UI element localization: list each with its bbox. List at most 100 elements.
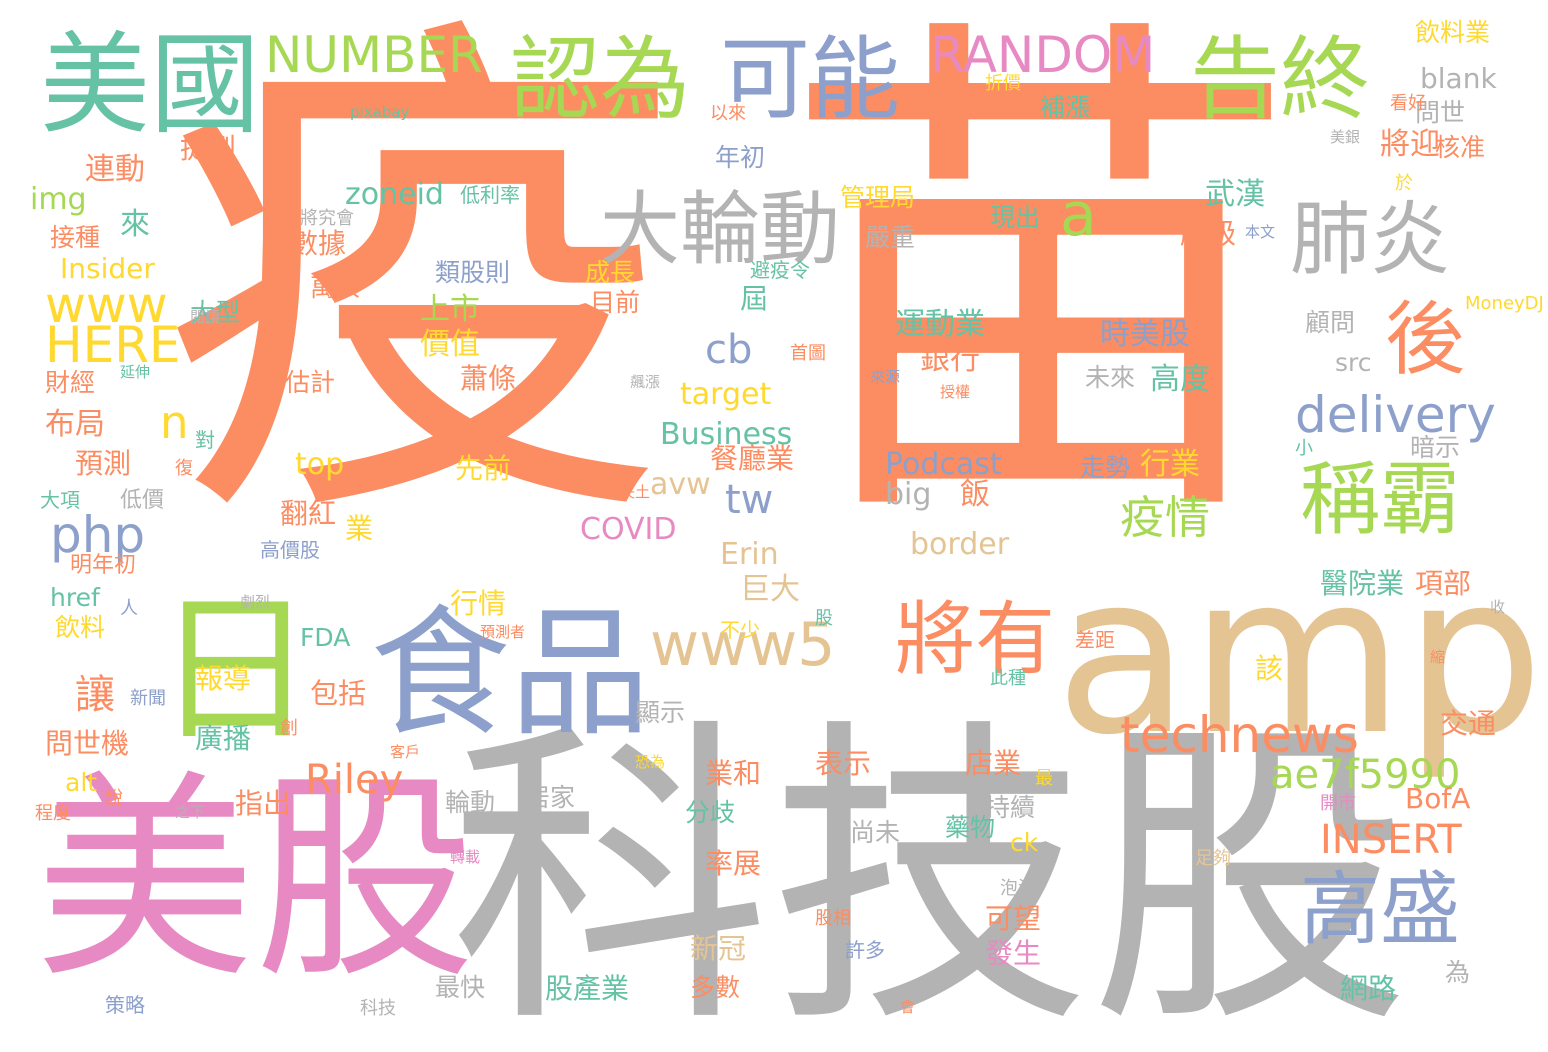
word: 苗 (780, 0, 1300, 583)
word: 科技 (360, 998, 396, 1019)
word: 低價 (120, 488, 165, 513)
word: 讓 (75, 672, 115, 718)
word: 估計 (285, 368, 336, 397)
word: 表示 (815, 747, 872, 780)
word: 醫院業 (1320, 567, 1405, 600)
word: 將迎 (1380, 127, 1440, 162)
word: n (160, 396, 189, 449)
word: cb (705, 327, 753, 373)
word: src (1335, 348, 1372, 377)
word: tw (725, 477, 774, 523)
word: ck (1010, 828, 1039, 857)
word: 新聞 (130, 688, 166, 709)
word: 嚴重 (865, 223, 916, 252)
word: 後 (1385, 293, 1465, 386)
word: 股 (815, 608, 833, 629)
word: 來 (120, 207, 150, 242)
word: 指出 (235, 787, 292, 820)
word: 率展 (705, 847, 762, 880)
word: 日 (155, 576, 316, 763)
word: COVID (580, 512, 677, 547)
word: 本文 (1245, 223, 1276, 241)
word: 可能 (720, 27, 900, 132)
word: 告終 (1190, 27, 1370, 132)
word: zoneid (345, 177, 444, 212)
word: 財經 (45, 368, 96, 397)
word: 閱讀 (190, 308, 221, 326)
word: 走勢 (1080, 453, 1131, 482)
word: 交通 (1440, 707, 1497, 740)
word: 大輪動 (600, 183, 840, 276)
word: 復 (175, 458, 193, 479)
word: 客戶 (390, 743, 421, 761)
word: 首圖 (790, 343, 826, 364)
word: 為 (1445, 958, 1471, 987)
word: 美股 (35, 752, 476, 1008)
word: alt (65, 768, 98, 797)
word: Riley (305, 757, 404, 803)
word: 高盛 (1300, 863, 1460, 956)
word: 接種 (50, 223, 101, 252)
word: 武漢 (1205, 177, 1265, 212)
word: 差距 (1075, 628, 1115, 652)
word: avw (650, 467, 711, 502)
word: 折價 (985, 73, 1021, 94)
word: 銀行 (920, 342, 980, 377)
word: 於 (1395, 173, 1413, 194)
word: 萬人 (310, 273, 361, 302)
word: 疫 (160, 0, 680, 583)
word: 報導 (195, 662, 252, 695)
word: 巨大 (740, 572, 800, 607)
word: border (910, 527, 1010, 562)
word: 可望 (985, 902, 1042, 935)
word: ae7f5990 (1270, 752, 1461, 798)
word: BofA (1405, 782, 1471, 815)
word: 美國 (40, 21, 260, 149)
word: 許多 (845, 938, 885, 962)
word: 七大產業將 (265, 82, 406, 115)
word: 發生 (985, 937, 1042, 970)
word: 問世機 (45, 727, 130, 760)
word: 避疫令 (750, 258, 810, 282)
word: HERE (45, 316, 181, 374)
word: 居家 (525, 783, 576, 812)
word: 上市 (420, 292, 480, 327)
word: 項部 (1415, 567, 1472, 600)
word: 將究會 (300, 208, 354, 229)
word: 年初 (715, 143, 766, 172)
word: 不少 (720, 618, 760, 642)
word: www5 (650, 610, 836, 680)
word: 尚未 (850, 818, 901, 847)
word: 翻紅 (280, 497, 337, 530)
word: 肺炎 (1290, 193, 1450, 286)
word: 先前 (455, 452, 512, 485)
word: Business (660, 417, 793, 452)
word: 業和 (705, 757, 762, 790)
word: 屆 (740, 282, 769, 315)
word: 提到 (180, 132, 237, 165)
word: 低利率 (460, 183, 520, 207)
word: 來源 (870, 368, 901, 386)
word: amp (1055, 527, 1544, 783)
word: FDA (300, 623, 351, 652)
word: 此種 (990, 668, 1026, 689)
word: 飯 (960, 477, 990, 512)
word: target (680, 377, 772, 412)
word: 恐為 (635, 753, 666, 771)
word: 延伸 (120, 363, 151, 381)
word: 業 (345, 512, 374, 545)
word: a (1060, 180, 1097, 250)
word: 行業 (1140, 447, 1200, 482)
word: 補漲 (1040, 93, 1091, 122)
word: 看好 (1390, 93, 1426, 114)
word: pixabay (350, 103, 410, 121)
word: 類股則 (435, 258, 511, 287)
word: 食品 (370, 593, 651, 756)
word: 餐廳業 (710, 442, 795, 475)
word: 策略 (105, 993, 145, 1017)
word: 足夠 (1195, 848, 1231, 869)
word: 失土 (620, 483, 651, 501)
word: 疫情 (1120, 491, 1211, 544)
word: 人 (120, 598, 138, 619)
word: 開市 (1320, 793, 1356, 814)
